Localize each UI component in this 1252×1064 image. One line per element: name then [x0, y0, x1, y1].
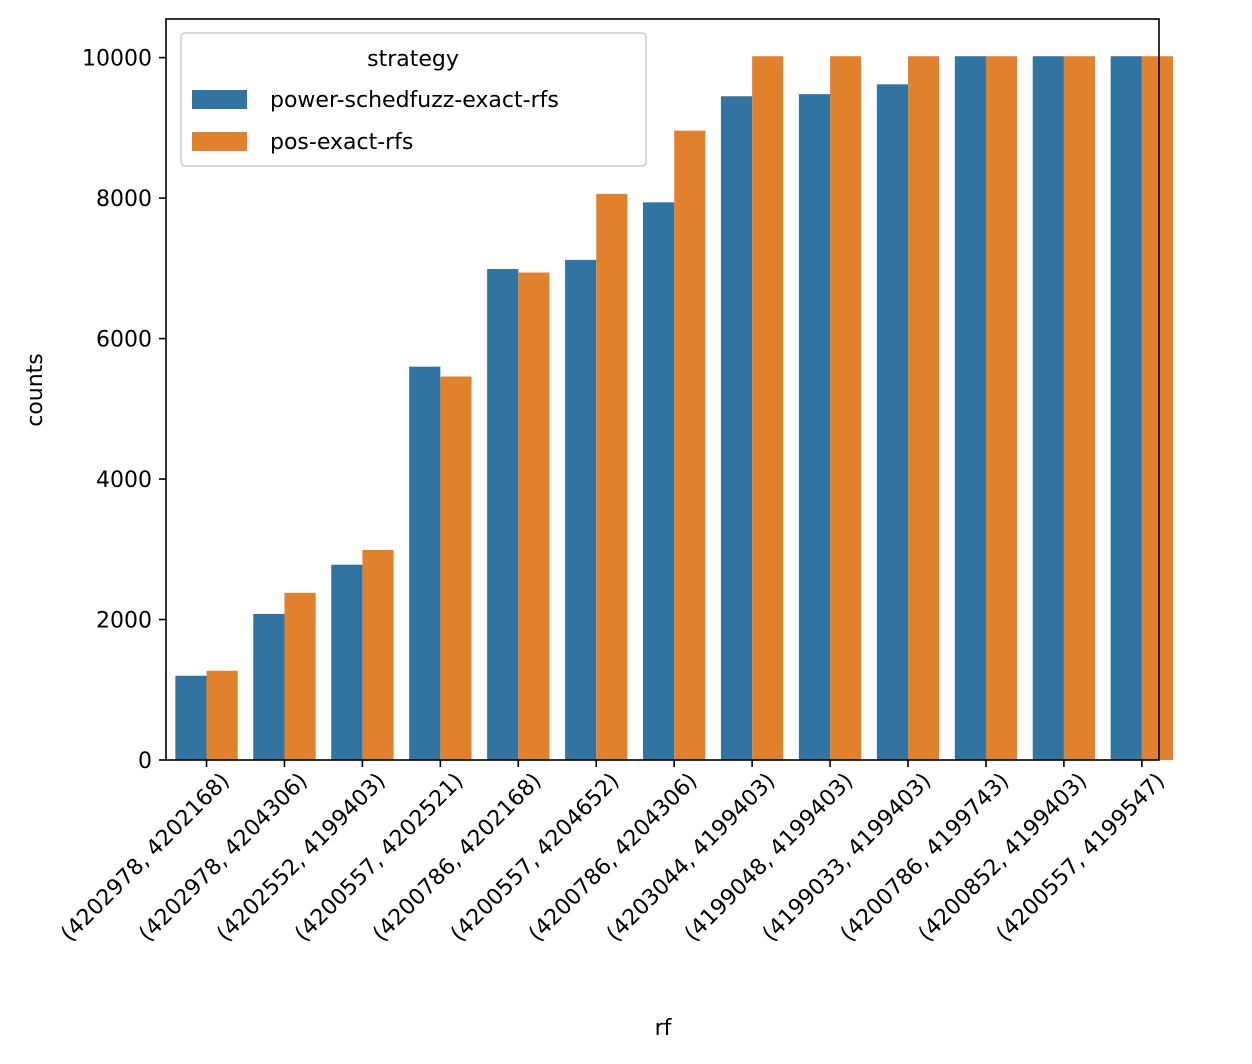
- bar-pos-exact-rfs-6: [674, 130, 706, 760]
- bar-power-schedfuzz-exact-rfs-5: [565, 259, 597, 760]
- y-tick-label: 0: [138, 749, 152, 774]
- bar-pos-exact-rfs-2: [362, 549, 394, 760]
- y-axis-label: counts: [23, 353, 48, 427]
- axes-layer: [165, 18, 1160, 761]
- bar-power-schedfuzz-exact-rfs-9: [876, 84, 909, 760]
- bar-power-schedfuzz-exact-rfs-0: [175, 675, 207, 760]
- bar-power-schedfuzz-exact-rfs-10: [954, 56, 986, 761]
- plot-frame: [165, 18, 1160, 761]
- legend-swatch-power-schedfuzz-exact-rfs: [192, 90, 247, 109]
- bar-pos-exact-rfs-7: [752, 56, 784, 761]
- y-tick-label: 10000: [82, 47, 152, 72]
- bar-power-schedfuzz-exact-rfs-3: [409, 366, 441, 760]
- legend-box: [180, 32, 647, 167]
- legend-title: strategy: [367, 47, 459, 72]
- bar-power-schedfuzz-exact-rfs-4: [487, 269, 519, 760]
- bar-power-schedfuzz-exact-rfs-7: [720, 96, 753, 760]
- bar-pos-exact-rfs-8: [830, 56, 862, 761]
- bar-pos-exact-rfs-0: [206, 670, 238, 760]
- y-tick-label: 6000: [96, 328, 152, 353]
- bar-power-schedfuzz-exact-rfs-2: [331, 564, 363, 760]
- bar-pos-exact-rfs-5: [596, 193, 628, 760]
- bars-layer: [175, 56, 1174, 761]
- legend-label-pos-exact-rfs: pos-exact-rfs: [270, 130, 413, 155]
- bar-power-schedfuzz-exact-rfs-8: [798, 94, 831, 760]
- legend-swatch-pos-exact-rfs: [192, 132, 247, 151]
- legend-label-power-schedfuzz-exact-rfs: power-schedfuzz-exact-rfs: [270, 88, 559, 113]
- y-tick-label: 2000: [96, 609, 152, 634]
- y-tick-label: 8000: [96, 187, 152, 212]
- bar-pos-exact-rfs-9: [908, 56, 940, 761]
- bar-power-schedfuzz-exact-rfs-6: [643, 202, 675, 760]
- bar-power-schedfuzz-exact-rfs-12: [1110, 56, 1142, 761]
- bar-power-schedfuzz-exact-rfs-11: [1032, 56, 1064, 761]
- x-axis-label: rf: [655, 1016, 673, 1041]
- bar-pos-exact-rfs-10: [985, 56, 1018, 761]
- bar-pos-exact-rfs-1: [284, 592, 316, 760]
- bar-power-schedfuzz-exact-rfs-1: [253, 613, 285, 760]
- bar-pos-exact-rfs-3: [440, 376, 472, 760]
- bar-pos-exact-rfs-11: [1063, 56, 1096, 761]
- bar-pos-exact-rfs-12: [1141, 56, 1174, 761]
- bar-pos-exact-rfs-4: [518, 272, 550, 760]
- y-tick-label: 4000: [96, 468, 152, 493]
- legend: strategy power-schedfuzz-exact-rfs pos-e…: [180, 32, 647, 167]
